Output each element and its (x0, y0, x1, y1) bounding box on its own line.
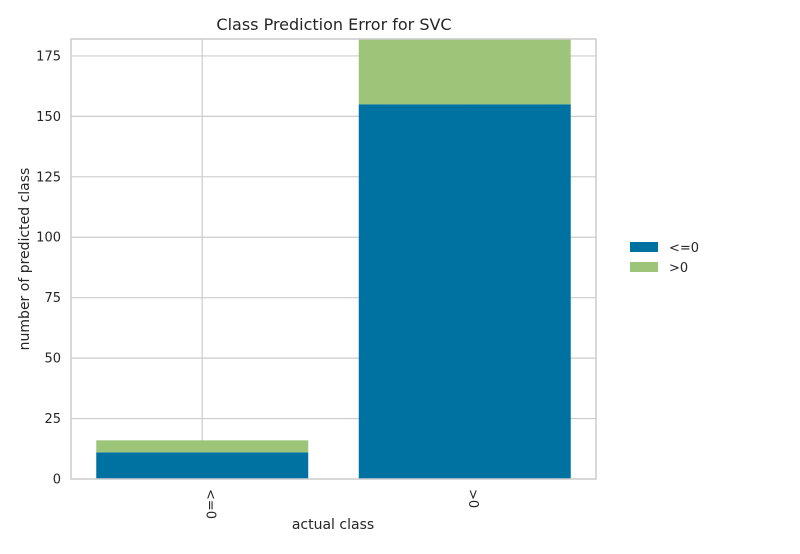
axes-frame (70, 38, 597, 480)
y-tick-label: 50 (44, 352, 61, 367)
x-axis-label: actual class (292, 517, 374, 533)
bar-segment (96, 440, 309, 453)
y-tick-label: 100 (36, 231, 61, 246)
bar-segment (358, 104, 571, 480)
y-tick-label: 0 (53, 473, 61, 488)
y-tick-labels: 0 25 50 75 100 125 150 175 (36, 49, 61, 487)
legend-label: >0 (669, 261, 688, 276)
y-tick-label: 175 (36, 49, 61, 64)
x-tick-labels: <=0 >0 (202, 489, 480, 519)
x-tick-label: <=0 (202, 489, 217, 519)
bars (96, 39, 571, 480)
legend-label: <=0 (669, 241, 699, 256)
bar-segment (358, 39, 571, 105)
legend-swatch (630, 242, 658, 252)
y-tick-label: 150 (36, 110, 61, 125)
y-tick-label: 75 (44, 291, 61, 306)
bar-segment (96, 452, 309, 479)
y-tick-label: 125 (36, 170, 61, 185)
chart-title: Class Prediction Error for SVC (216, 15, 451, 34)
y-axis-label: number of predicted class (17, 168, 33, 351)
y-tick-label: 25 (44, 412, 61, 427)
x-tick-label: >0 (465, 489, 480, 508)
legend: <=0>0 (630, 241, 699, 276)
legend-swatch (630, 262, 658, 272)
